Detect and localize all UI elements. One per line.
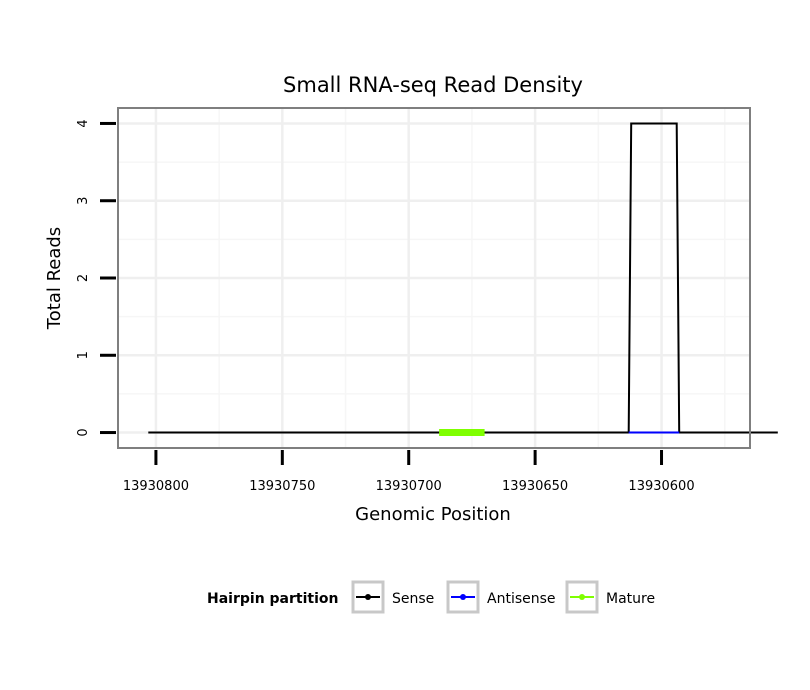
x-tick-label: 13930750: [249, 479, 315, 494]
x-tick-label: 13930700: [376, 479, 442, 494]
x-axis: 13930800 13930750 13930700 13930650 13930600: [123, 450, 695, 494]
legend-key-sense-point: [365, 594, 371, 600]
y-axis-title: Total Reads: [44, 227, 65, 330]
legend-label-sense: Sense: [392, 591, 434, 607]
series-sense-line: [148, 122, 778, 434]
legend-key-antisense-point: [460, 594, 466, 600]
plot-panel-border: [117, 107, 751, 449]
y-tick-label: 3: [76, 197, 91, 205]
legend-label-mature: Mature: [606, 591, 655, 607]
y-tick-label: 0: [76, 428, 91, 436]
y-tick-label: 4: [76, 119, 91, 127]
x-tick-label: 13930650: [502, 479, 568, 494]
y-tick-label: 2: [76, 274, 91, 282]
legend: Hairpin partition Sense Antisense Mature: [207, 580, 655, 614]
legend-label-antisense: Antisense: [487, 591, 556, 607]
y-tick-label: 1: [76, 351, 91, 359]
legend-key-mature-point: [579, 594, 585, 600]
series-layer: [148, 122, 778, 436]
x-tick-label: 13930600: [628, 479, 694, 494]
chart-title: Small RNA-seq Read Density: [283, 73, 583, 97]
y-axis: 0 1 2 3 4: [76, 119, 116, 437]
x-tick-label: 13930800: [123, 479, 189, 494]
legend-title: Hairpin partition: [207, 591, 338, 607]
x-axis-title: Genomic Position: [355, 504, 511, 525]
